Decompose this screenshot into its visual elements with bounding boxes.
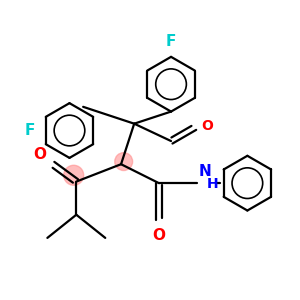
Text: H: H xyxy=(206,177,218,191)
Circle shape xyxy=(64,165,84,185)
Text: O: O xyxy=(152,228,165,243)
Circle shape xyxy=(115,153,133,170)
Text: O: O xyxy=(201,119,213,133)
Text: F: F xyxy=(24,123,35,138)
Text: F: F xyxy=(166,34,176,50)
Text: O: O xyxy=(33,147,46,162)
Text: N: N xyxy=(199,164,212,179)
